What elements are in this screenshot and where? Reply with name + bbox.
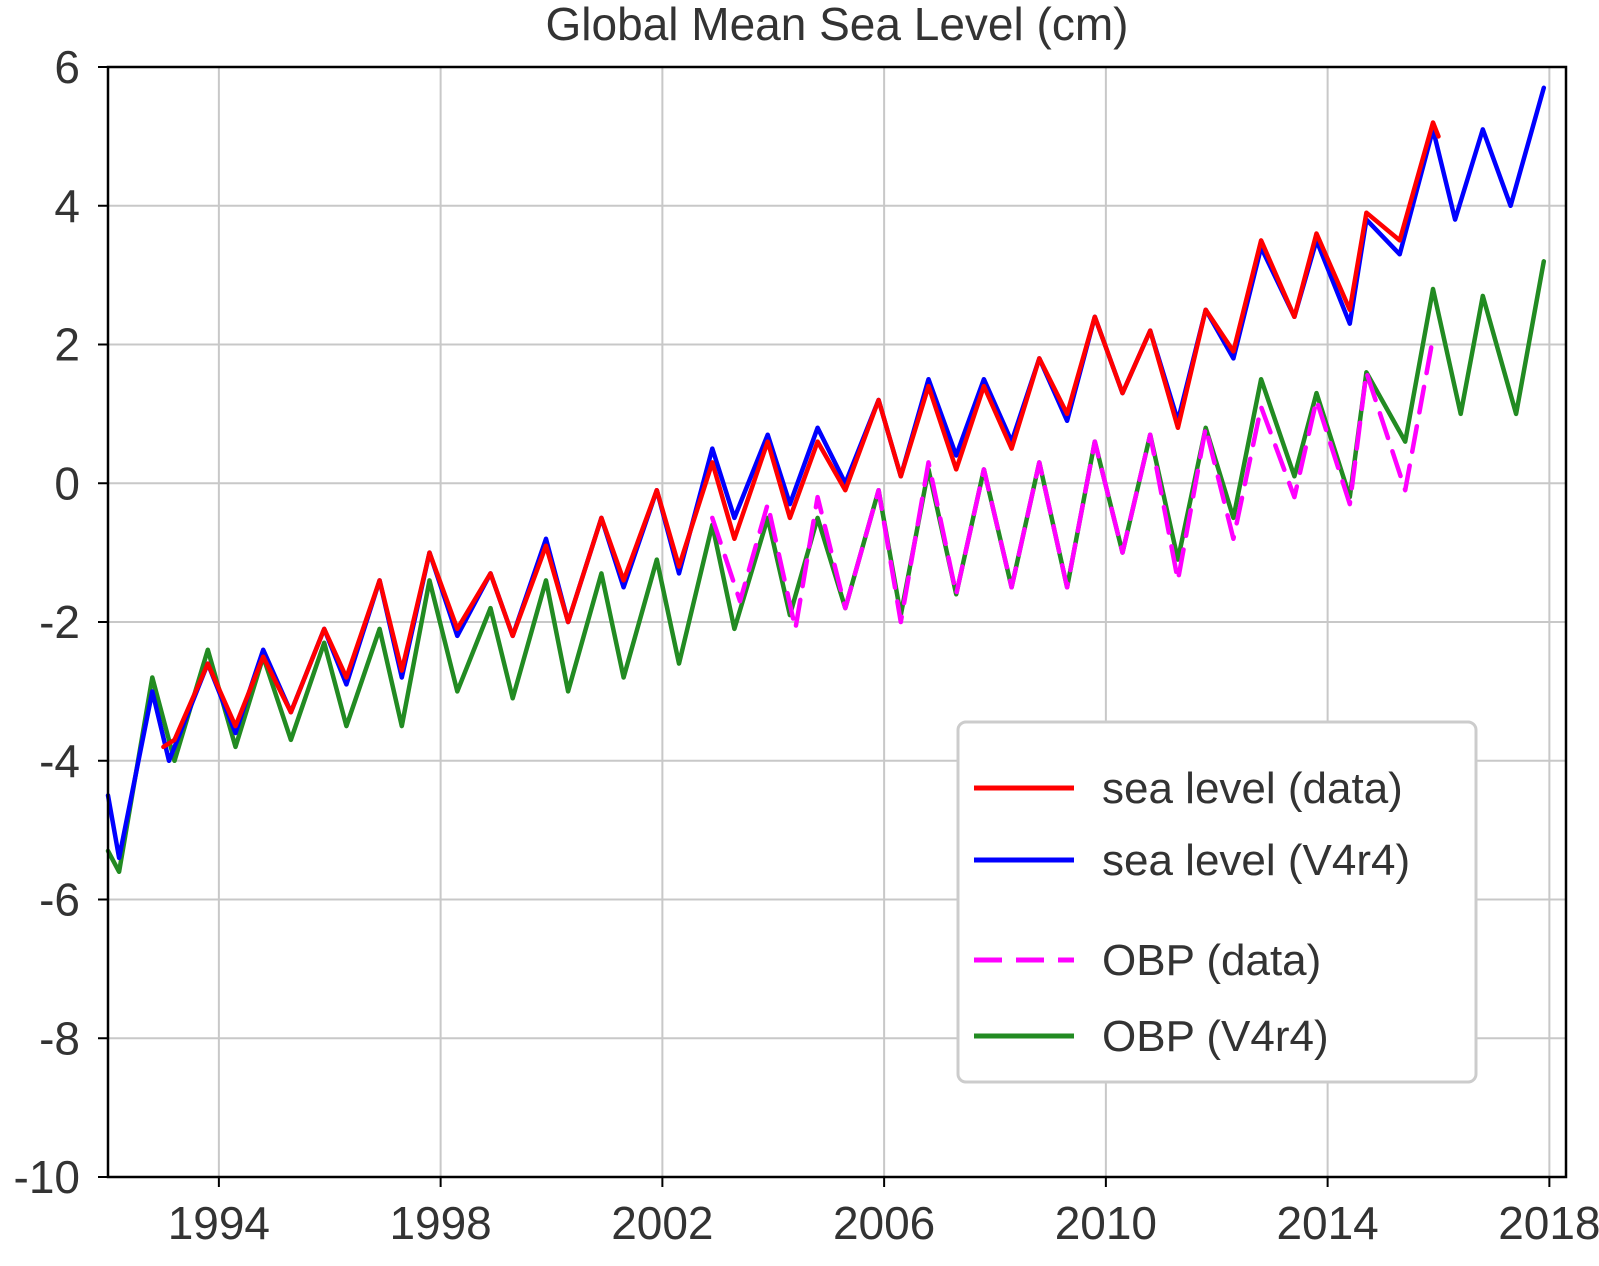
y-tick-label: 2 bbox=[54, 319, 80, 371]
legend-label-0: sea level (data) bbox=[1102, 764, 1403, 813]
y-tick-label: -4 bbox=[39, 735, 80, 787]
series-line-3 bbox=[105, 259, 1547, 875]
chart-title: Global Mean Sea Level (cm) bbox=[546, 0, 1129, 50]
x-tick-label: 2014 bbox=[1276, 1197, 1378, 1249]
legend-label-2: OBP (data) bbox=[1102, 936, 1321, 985]
y-tick-label: 4 bbox=[54, 180, 80, 232]
y-tick-label: -2 bbox=[39, 596, 80, 648]
x-tick-label: 2010 bbox=[1055, 1197, 1157, 1249]
legend-label-3: OBP (V4r4) bbox=[1102, 1012, 1329, 1061]
legend-box bbox=[956, 720, 1478, 1084]
y-tick-label: 6 bbox=[54, 41, 80, 93]
series-line-0 bbox=[161, 120, 1441, 750]
legend-label-1: sea level (V4r4) bbox=[1102, 836, 1410, 885]
y-tick-label: -6 bbox=[39, 874, 80, 926]
y-tick-label: -8 bbox=[39, 1012, 80, 1064]
x-tick-label: 1998 bbox=[389, 1197, 491, 1249]
y-tick-label: -10 bbox=[14, 1151, 80, 1203]
axis-ticks: 6 4 2 0 -2 -4 -6 -8 -10 1994 1998 2002 2006 2010 2014 2… bbox=[14, 41, 1599, 1249]
legend: sea level (data) sea level (V4r4) OBP (dat… bbox=[956, 720, 1478, 1084]
series-line-2 bbox=[710, 335, 1436, 632]
series-group bbox=[105, 85, 1547, 875]
x-tick-label: 1994 bbox=[168, 1197, 270, 1249]
x-tick-label: 2018 bbox=[1498, 1197, 1599, 1249]
y-tick-label: 0 bbox=[54, 457, 80, 509]
x-tick-label: 2002 bbox=[611, 1197, 713, 1249]
x-tick-label: 2006 bbox=[833, 1197, 935, 1249]
